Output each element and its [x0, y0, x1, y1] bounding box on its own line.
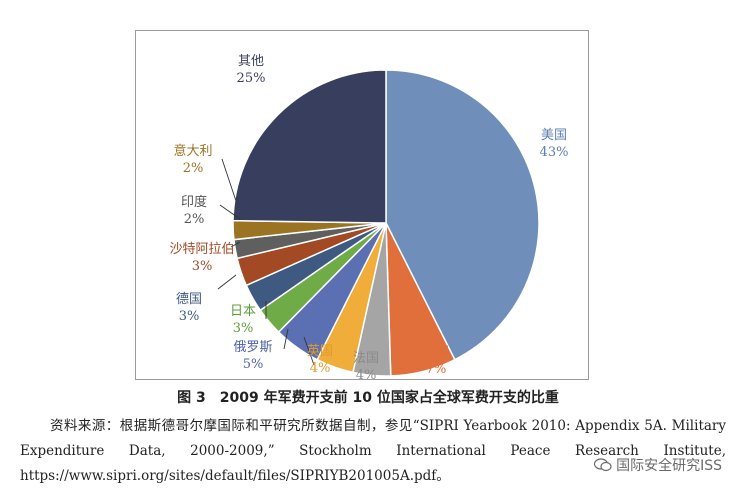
leader-line-7	[230, 241, 241, 248]
slice-value-label: 2%	[183, 161, 204, 176]
slice-category-label: 美国	[541, 128, 567, 143]
slice-value-label: 43%	[540, 145, 569, 160]
slice-category-label: 中国	[423, 345, 449, 360]
figure-caption: 图 3 2009 年军费开支前 10 位国家占全球军费开支的比重	[177, 390, 559, 406]
slice-value-label: 3%	[192, 259, 213, 274]
pie-chart: 美国 43% 中国 7% 法国 4% 英国 4% 俄罗斯 5% 日本 3% 德国 3% 沙特阿拉伯 3% 印度 2…	[169, 54, 569, 381]
watermark-text: 国际安全研究ISS	[616, 458, 722, 474]
slice-category-label: 德国	[176, 292, 202, 307]
chart-frame: 美国 43% 中国 7% 法国 4% 英国 4% 俄罗斯 5% 日本 3% 德国 3% 沙特阿拉伯 3% 印度 2…	[135, 30, 589, 381]
slice-category-label: 意大利	[173, 143, 212, 159]
slice-value-label: 3%	[233, 321, 254, 336]
slice-category-label: 俄罗斯	[233, 340, 272, 355]
slice-value-label: 5%	[243, 357, 264, 372]
slice-category-label: 法国	[353, 351, 379, 366]
slice-value-label: 25%	[237, 71, 266, 86]
slice-category-label: 其他	[238, 54, 264, 69]
slice-category-label: 日本	[230, 304, 256, 319]
source-note: 资料来源：根据斯德哥尔摩国际和平研究所数据自制，参见“SIPRI Yearboo…	[20, 418, 726, 484]
slice-value-label: 4%	[356, 368, 377, 381]
slice-value-label: 7%	[426, 362, 447, 377]
pie-slice-1	[385, 69, 540, 361]
leader-line-9	[221, 158, 237, 202]
slice-category-label: 英国	[307, 344, 333, 359]
leader-line-8	[219, 204, 241, 220]
slice-category-label: 印度	[181, 194, 207, 210]
slice-value-label: 4%	[310, 361, 331, 376]
pie-slice-11	[232, 69, 387, 224]
slice-category-label: 沙特阿拉伯	[169, 242, 234, 257]
leader-line-3	[303, 336, 315, 366]
wechat-icon	[594, 458, 612, 472]
slice-value-label: 2%	[184, 212, 205, 227]
leader-line-4	[283, 328, 289, 350]
leader-line-6	[217, 274, 237, 290]
slice-value-label: 3%	[179, 309, 200, 324]
watermark: 国际安全研究ISS	[594, 455, 722, 475]
